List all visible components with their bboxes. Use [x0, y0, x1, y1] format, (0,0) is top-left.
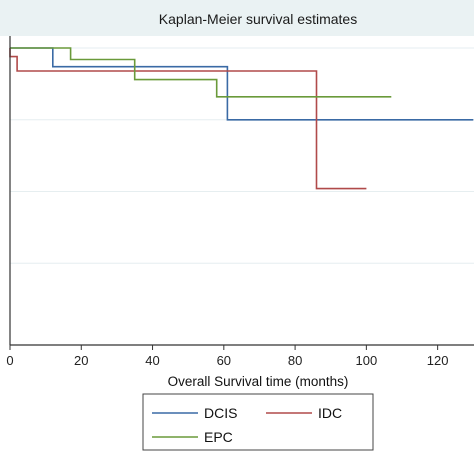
chart-title: Kaplan-Meier survival estimates [159, 11, 357, 27]
x-axis-label: Overall Survival time (months) [168, 374, 349, 389]
x-tick-label: 40 [145, 353, 159, 368]
legend-label-epc: EPC [204, 429, 233, 445]
legend: DCIS IDC EPC [142, 393, 374, 451]
grid [10, 47, 474, 264]
x-tick-label: 100 [356, 353, 378, 368]
x-tick-label: 60 [217, 353, 231, 368]
axes: 0 20 40 60 80 100 120 [6, 36, 474, 368]
x-tick-label: 80 [288, 353, 302, 368]
title-band [0, 0, 474, 36]
series-line-idc [9, 48, 367, 190]
x-tick-label: 120 [427, 353, 449, 368]
x-tick-label: 20 [74, 353, 88, 368]
series-line-epc [10, 47, 392, 98]
x-tick-label: 0 [6, 353, 13, 368]
series-lines [9, 47, 474, 190]
legend-box [142, 393, 374, 451]
legend-label-idc: IDC [318, 405, 342, 421]
legend-label-dcis: DCIS [204, 405, 237, 421]
